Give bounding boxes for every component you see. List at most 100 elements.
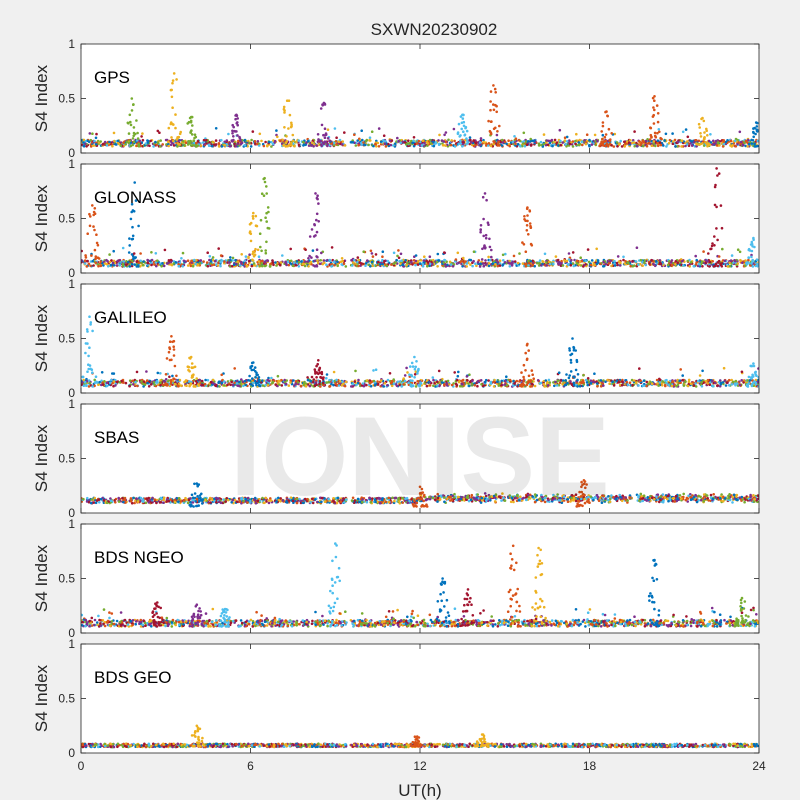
data-point: [460, 121, 464, 125]
data-point: [641, 139, 645, 142]
data-point: [292, 379, 295, 382]
data-point: [739, 140, 743, 144]
data-point: [508, 144, 512, 148]
data-point: [644, 263, 648, 267]
data-point: [637, 263, 640, 266]
data-point: [249, 239, 253, 243]
data-point: [330, 263, 333, 266]
data-point: [462, 124, 466, 128]
data-point: [639, 258, 643, 262]
data-point: [192, 385, 196, 388]
data-point: [671, 380, 675, 383]
data-point: [141, 382, 145, 386]
data-point: [351, 141, 355, 144]
data-point: [132, 134, 135, 138]
data-point: [364, 262, 368, 265]
data-point: [87, 379, 91, 382]
data-point: [239, 260, 243, 264]
data-point: [220, 381, 224, 385]
data-point: [239, 139, 242, 142]
data-point: [533, 384, 537, 388]
data-point: [456, 132, 460, 136]
data-point: [283, 126, 286, 129]
data-point: [436, 384, 439, 387]
data-point: [625, 380, 629, 384]
data-point: [525, 224, 529, 227]
axes-background: [81, 164, 759, 273]
data-point: [170, 88, 173, 92]
data-point: [312, 378, 316, 381]
data-point: [235, 262, 238, 266]
data-point: [127, 251, 131, 254]
data-point: [689, 139, 692, 143]
data-point: [276, 374, 280, 378]
data-point: [709, 381, 712, 384]
data-point: [410, 361, 414, 365]
data-point: [513, 260, 517, 263]
data-point: [394, 142, 397, 145]
data-point: [376, 383, 380, 386]
data-point: [602, 384, 605, 387]
data-point: [168, 358, 172, 362]
data-point: [172, 139, 175, 143]
data-point: [490, 120, 493, 123]
data-point: [552, 262, 555, 266]
data-point: [212, 141, 215, 144]
data-point: [684, 380, 687, 383]
data-point: [264, 251, 268, 255]
data-point: [251, 377, 254, 380]
data-point: [177, 264, 181, 268]
data-point: [639, 379, 642, 383]
data-point: [366, 259, 369, 262]
data-point: [413, 261, 416, 265]
data-point: [616, 145, 619, 148]
data-point: [293, 384, 296, 387]
data-point: [146, 259, 150, 262]
data-point: [276, 384, 279, 388]
data-point: [745, 261, 748, 265]
data-point: [482, 140, 486, 144]
data-point: [83, 380, 87, 384]
data-point: [392, 251, 396, 255]
data-point: [163, 383, 167, 387]
data-point: [130, 264, 134, 268]
data-point: [756, 258, 759, 262]
data-point: [675, 384, 678, 388]
data-point: [227, 132, 230, 136]
data-point: [455, 378, 459, 382]
data-point: [280, 384, 284, 387]
data-point: [564, 383, 568, 387]
data-point: [419, 262, 422, 266]
data-point: [390, 379, 394, 383]
data-point: [678, 259, 681, 262]
data-point: [295, 260, 299, 263]
data-point: [711, 242, 714, 245]
data-point: [708, 383, 712, 387]
data-point: [475, 264, 478, 268]
data-point: [407, 381, 410, 385]
data-point: [105, 381, 109, 385]
data-point: [314, 234, 317, 237]
data-point: [602, 264, 606, 268]
data-point: [286, 144, 289, 148]
data-point: [134, 199, 138, 202]
data-point: [108, 253, 111, 256]
data-point: [597, 379, 601, 382]
data-point: [355, 383, 358, 387]
data-point: [94, 136, 98, 140]
data-point: [266, 206, 270, 209]
data-point: [334, 382, 337, 385]
data-point: [631, 264, 635, 268]
data-point: [470, 382, 474, 386]
data-point: [99, 260, 102, 263]
data-point: [428, 138, 432, 142]
data-point: [661, 384, 664, 387]
data-point: [674, 145, 677, 148]
data-point: [263, 260, 267, 264]
data-point: [730, 383, 734, 386]
data-point: [100, 379, 103, 383]
data-point: [220, 138, 223, 142]
data-point: [584, 142, 588, 146]
data-point: [487, 223, 490, 226]
data-point: [390, 263, 393, 266]
